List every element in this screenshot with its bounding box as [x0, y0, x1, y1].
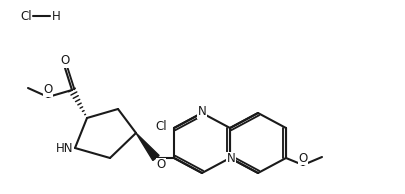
Text: O: O [298, 152, 307, 165]
Polygon shape [136, 133, 159, 160]
Text: N: N [197, 106, 206, 119]
Text: O: O [43, 83, 53, 96]
Text: H: H [51, 10, 60, 23]
Text: O: O [60, 55, 69, 68]
Text: N: N [226, 152, 235, 165]
Text: Cl: Cl [20, 10, 32, 23]
Text: HN: HN [56, 143, 74, 156]
Text: Cl: Cl [155, 120, 166, 133]
Text: O: O [156, 158, 165, 171]
